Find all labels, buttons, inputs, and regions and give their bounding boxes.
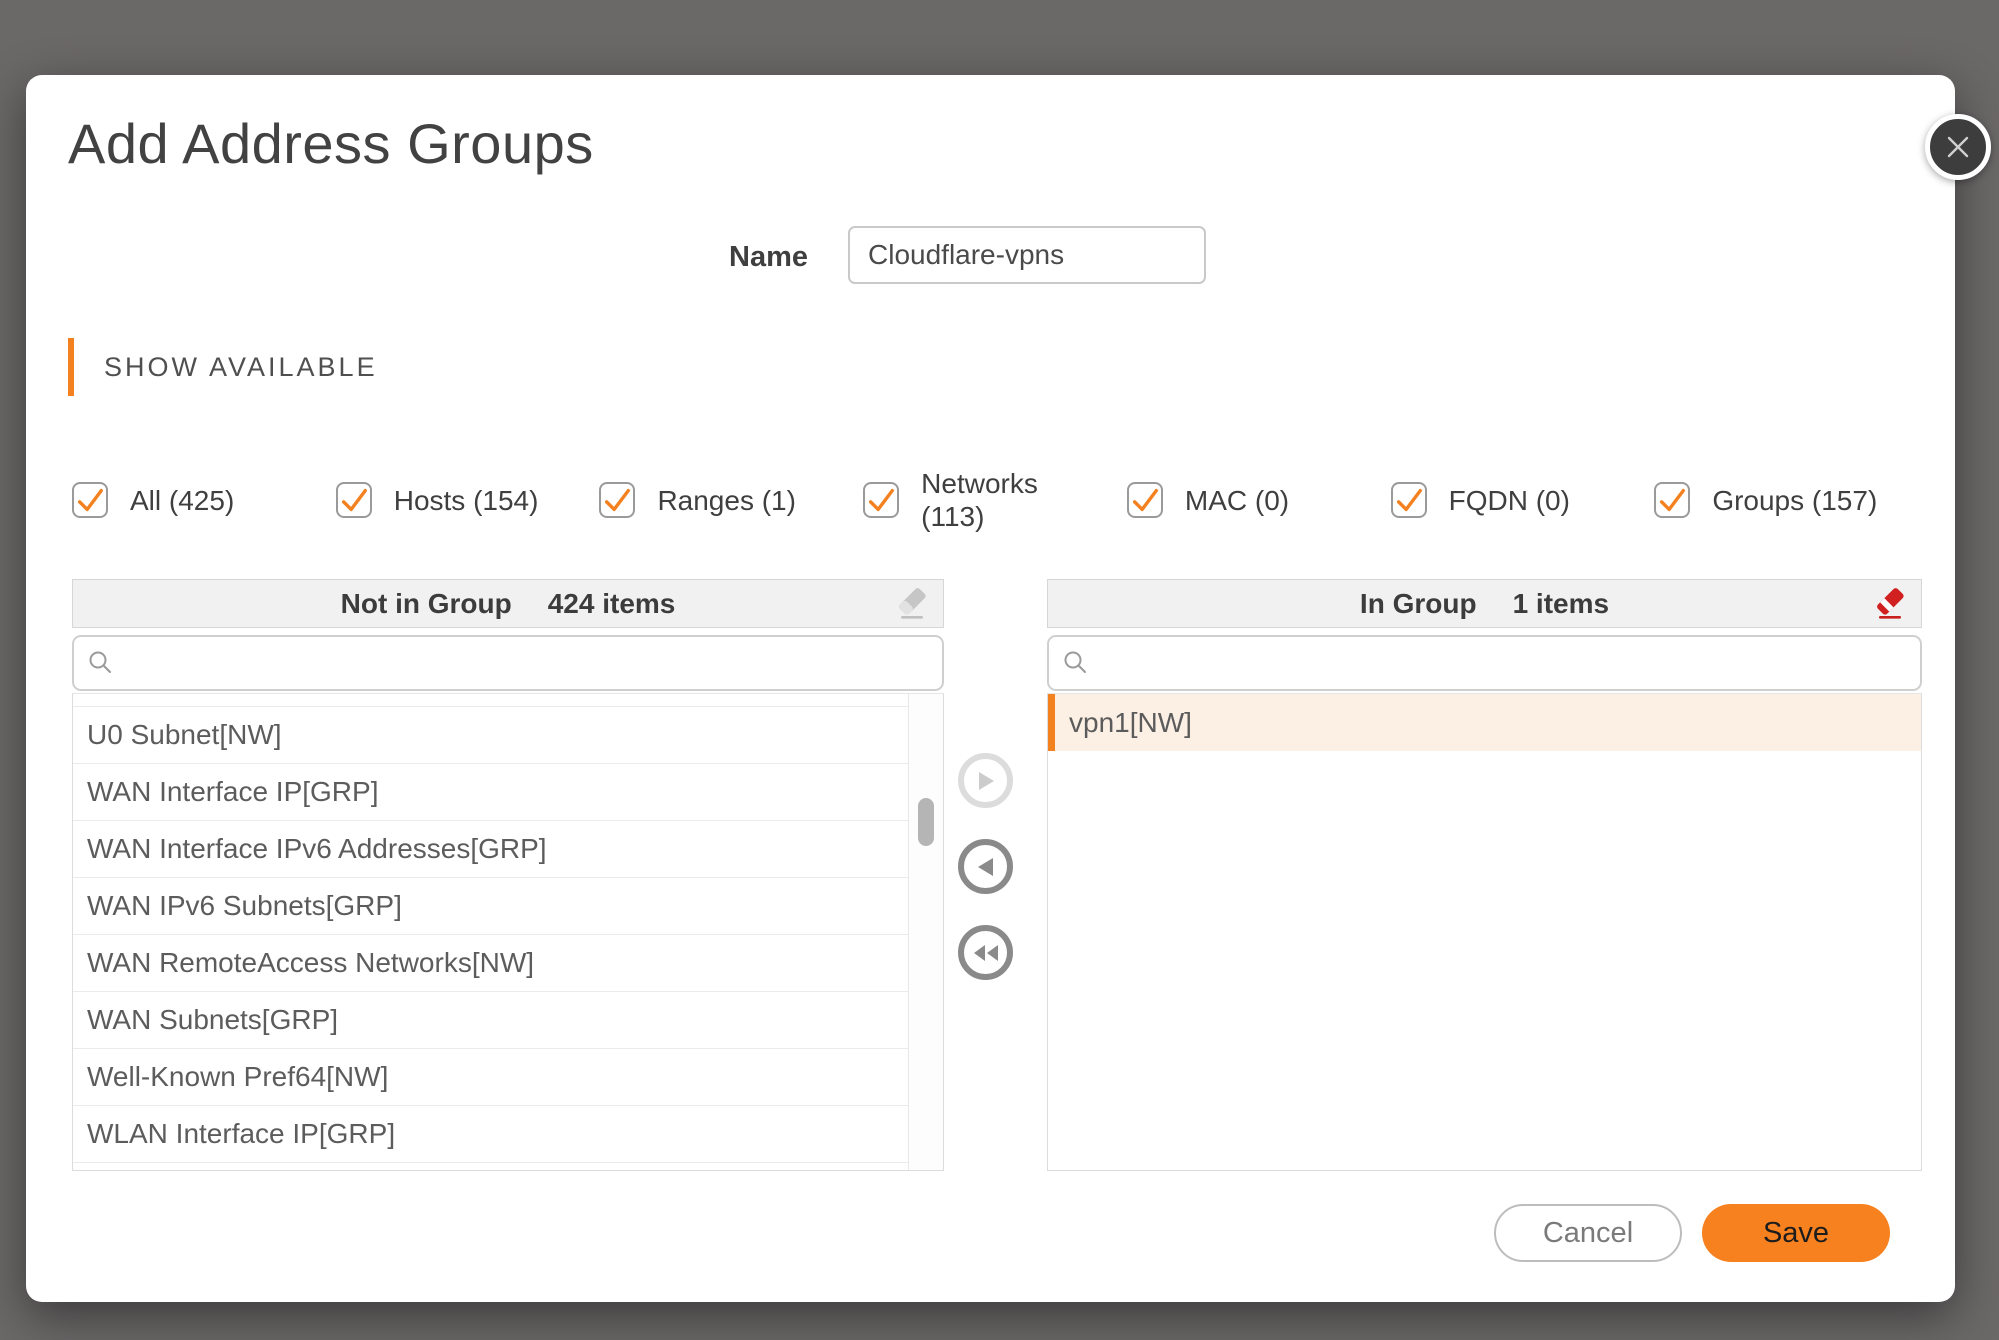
move-left-button[interactable] — [958, 839, 1013, 894]
transfer-controls — [958, 753, 1013, 980]
filter-label: Hosts (154) — [393, 484, 539, 516]
checkbox-checked-icon — [1654, 482, 1691, 519]
arrow-left-icon — [976, 856, 996, 878]
checkbox-checked-icon — [1126, 482, 1163, 519]
filter-checkbox-fqdn[interactable]: FQDN (0) — [1390, 467, 1655, 533]
in-group-list: vpn1[NW] — [1047, 693, 1922, 1171]
section-accent-bar — [68, 338, 74, 396]
panel-title: In Group — [1359, 587, 1477, 619]
filter-label: MAC (0) — [1184, 484, 1290, 516]
list-item[interactable]: WLAN Interface IP[GRP] — [73, 1106, 908, 1163]
partial-row — [73, 694, 908, 707]
list-item[interactable]: WAN Subnets[GRP] — [73, 992, 908, 1049]
show-available-section: SHOW AVAILABLE — [68, 337, 378, 397]
not-in-group-search-input[interactable] — [125, 647, 929, 679]
type-filter-row: All (425) Hosts (154) Ranges (1) Network… — [72, 467, 1918, 533]
clear-list-button[interactable] — [1873, 586, 1907, 622]
list-item[interactable]: WAN IPv6 Subnets[GRP] — [73, 878, 908, 935]
panel-title: Not in Group — [340, 587, 512, 619]
list-item[interactable]: U0 Subnet[NW] — [73, 707, 908, 764]
in-group-panel: In Group 1 items — [1047, 579, 1922, 1171]
add-address-groups-dialog: Add Address Groups Name SHOW AVAILABLE A… — [26, 75, 1991, 1302]
checkbox-checked-icon — [599, 482, 636, 519]
eraser-icon — [1873, 587, 1907, 628]
in-group-search-input[interactable] — [1100, 647, 1907, 679]
scrollbar-thumb[interactable] — [918, 798, 934, 846]
selected-list-item[interactable]: vpn1[NW] — [1048, 694, 1921, 751]
cancel-button[interactable]: Cancel — [1494, 1204, 1682, 1262]
search-icon — [1062, 649, 1090, 677]
move-all-left-button[interactable] — [958, 925, 1013, 980]
close-button[interactable] — [1925, 114, 1991, 180]
filter-checkbox-groups[interactable]: Groups (157) — [1654, 467, 1918, 533]
eraser-icon — [895, 587, 929, 628]
list-item[interactable]: WAN Interface IP[GRP] — [73, 764, 908, 821]
panel-count: 424 items — [547, 587, 676, 619]
list-item[interactable]: WAN Interface IPv6 Addresses[GRP] — [73, 821, 908, 878]
checkbox-checked-icon — [335, 482, 372, 519]
filter-label: Networks (113) — [921, 468, 1038, 533]
checkbox-checked-icon — [1390, 482, 1427, 519]
move-right-button[interactable] — [958, 753, 1013, 808]
scrollbar-track[interactable] — [908, 694, 943, 1170]
clear-list-button[interactable] — [895, 586, 929, 622]
not-in-group-list: U0 Subnet[NW] WAN Interface IP[GRP] WAN … — [72, 693, 944, 1171]
filter-checkbox-all[interactable]: All (425) — [72, 467, 336, 533]
page-title: Add Address Groups — [68, 112, 594, 175]
not-in-group-header: Not in Group 424 items — [72, 579, 944, 628]
filter-checkbox-networks[interactable]: Networks (113) — [863, 467, 1127, 533]
checkbox-checked-icon — [72, 482, 108, 519]
filter-label: Groups (157) — [1712, 484, 1878, 516]
in-group-header: In Group 1 items — [1047, 579, 1922, 628]
double-arrow-left-icon — [972, 943, 1000, 963]
name-label: Name — [729, 241, 808, 273]
list-item[interactable]: Well-Known Pref64[NW] — [73, 1049, 908, 1106]
filter-label: All (425) — [130, 484, 235, 516]
search-icon — [87, 649, 115, 677]
filter-label: Ranges (1) — [657, 484, 796, 516]
arrow-right-icon — [976, 770, 996, 792]
in-group-searchbox — [1047, 635, 1922, 691]
filter-label: FQDN (0) — [1448, 484, 1570, 516]
filter-checkbox-ranges[interactable]: Ranges (1) — [599, 467, 863, 533]
filter-checkbox-hosts[interactable]: Hosts (154) — [335, 467, 600, 533]
list-item[interactable]: WAN RemoteAccess Networks[NW] — [73, 935, 908, 992]
filter-checkbox-mac[interactable]: MAC (0) — [1126, 467, 1391, 533]
save-button[interactable]: Save — [1702, 1204, 1890, 1262]
close-icon — [1943, 132, 1973, 162]
name-input[interactable] — [848, 226, 1206, 284]
section-header-label: SHOW AVAILABLE — [104, 351, 378, 382]
checkbox-checked-icon — [863, 482, 900, 519]
not-in-group-searchbox — [72, 635, 944, 691]
panel-count: 1 items — [1512, 587, 1610, 619]
not-in-group-panel: Not in Group 424 items — [72, 579, 944, 1171]
